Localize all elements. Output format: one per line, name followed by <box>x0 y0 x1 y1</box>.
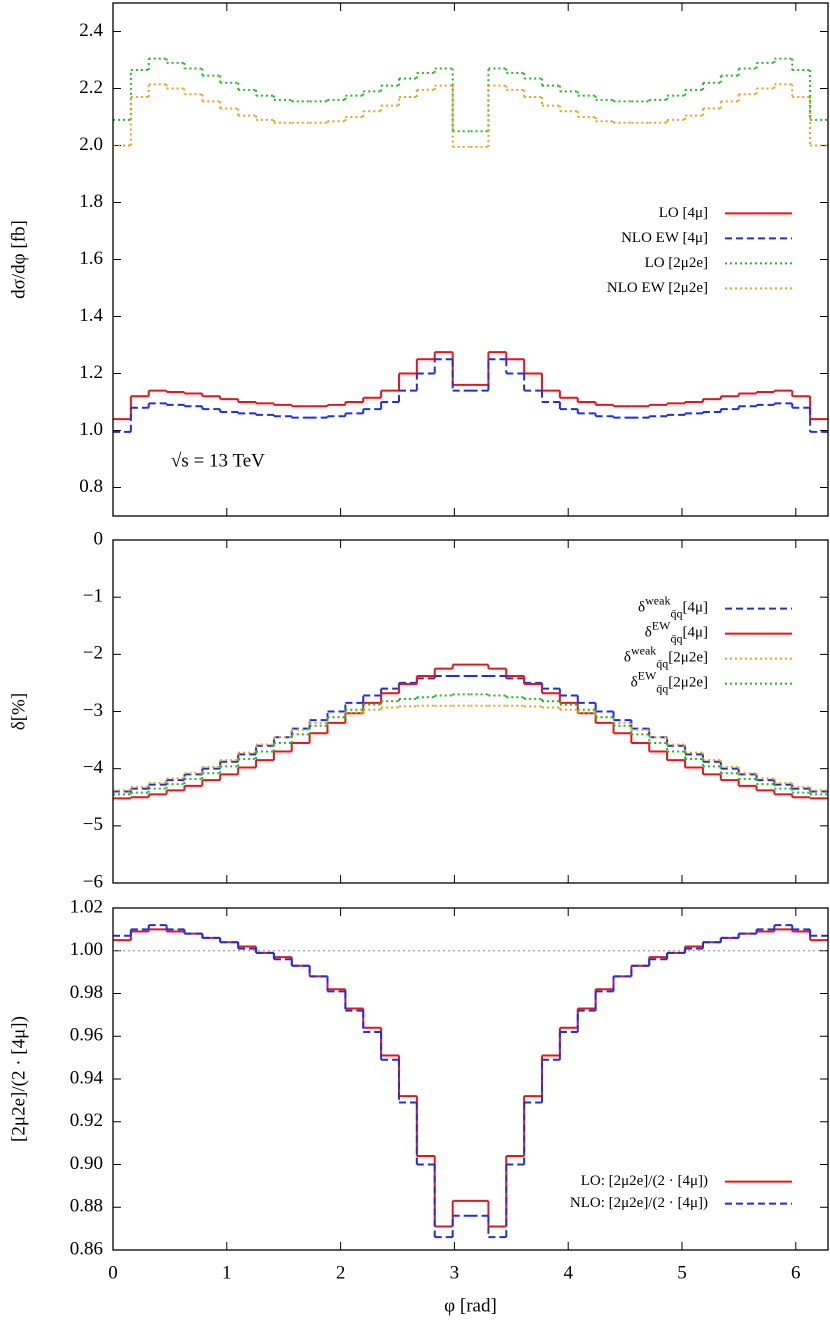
y-tick-label: 1.2 <box>79 362 103 383</box>
legend-label: LO [4μ] <box>659 205 708 221</box>
y-tick-label: 2.2 <box>79 77 103 98</box>
y-tick-label: 0.88 <box>70 1196 103 1217</box>
y-tick-label: −2 <box>83 643 103 664</box>
y-tick-label: 1.00 <box>70 939 103 960</box>
x-tick-label: 4 <box>563 1262 573 1283</box>
y-tick-label: 0.86 <box>70 1238 103 1259</box>
y-tick-label: −5 <box>83 814 103 835</box>
legend-label: LO: [2μ2e]/(2 · [4μ]) <box>581 1173 708 1189</box>
y-tick-label: −3 <box>83 700 103 721</box>
x-tick-label: 5 <box>677 1262 687 1283</box>
x-tick-label: 2 <box>336 1262 346 1283</box>
legend-label: δEWq̄q[4μ] <box>645 618 708 645</box>
plot-frame <box>112 907 829 1251</box>
legend-label: NLO EW [4μ] <box>621 230 708 246</box>
y-axis-label: dσ/dφ [fb] <box>8 220 29 299</box>
y-tick-label: 0.92 <box>70 1110 103 1131</box>
y-tick-label: 0.8 <box>79 476 103 497</box>
y-tick-label: −1 <box>83 586 103 607</box>
y-tick-label: −6 <box>83 871 103 892</box>
x-tick-label: 3 <box>450 1262 460 1283</box>
y-tick-label: −4 <box>83 757 104 778</box>
x-tick-label: 0 <box>108 1262 118 1283</box>
x-axis-label: φ [rad] <box>444 1295 497 1316</box>
y-tick-label: 2.4 <box>79 20 103 41</box>
annotation: √s = 13 TeV <box>171 450 265 471</box>
y-tick-label: 0.96 <box>70 1025 103 1046</box>
legend-label: NLO: [2μ2e]/(2 · [4μ]) <box>570 1195 708 1211</box>
x-tick-label: 1 <box>222 1262 232 1283</box>
x-tick-label: 6 <box>791 1262 801 1283</box>
y-tick-label: 0 <box>94 528 104 549</box>
y-tick-label: 1.8 <box>79 191 103 212</box>
y-tick-label: 2.0 <box>79 134 103 155</box>
legend-label: LO [2μ2e] <box>645 255 708 271</box>
y-tick-label: 1.02 <box>70 896 103 917</box>
legend-label: δweakq̄q[4μ] <box>638 593 708 620</box>
y-tick-label: 0.94 <box>70 1067 104 1088</box>
y-tick-label: 0.90 <box>70 1153 103 1174</box>
legend-label: NLO EW [2μ2e] <box>607 280 708 296</box>
y-axis-label: δ[%] <box>8 693 29 730</box>
y-tick-label: 1.6 <box>79 248 103 269</box>
y-tick-label: 1.4 <box>79 305 103 326</box>
plot-frame <box>112 2 829 517</box>
y-axis-label: [2μ2e]/(2 · [4μ]) <box>8 1016 29 1142</box>
y-tick-label: 1.0 <box>79 419 103 440</box>
plot-frame <box>112 539 829 884</box>
legend-label: δweakq̄q[2μ2e] <box>624 643 708 670</box>
y-tick-label: 0.98 <box>70 982 103 1003</box>
legend-label: δEWq̄q[2μ2e] <box>631 668 708 695</box>
